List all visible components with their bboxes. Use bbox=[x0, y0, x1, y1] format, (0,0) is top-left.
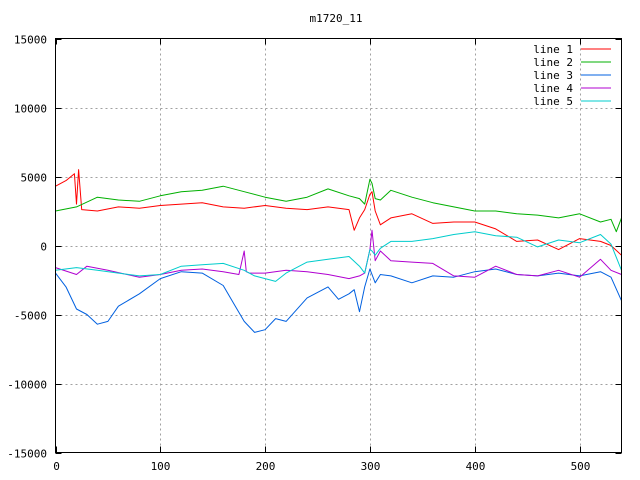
plot-frame bbox=[55, 38, 622, 453]
series-line-5 bbox=[55, 231, 622, 282]
legend-label-4: line 4 bbox=[533, 82, 573, 95]
x-tick-label: 400 bbox=[466, 460, 486, 473]
y-tick-label: 10000 bbox=[14, 103, 47, 116]
y-tick-label: 0 bbox=[40, 241, 47, 254]
ticks bbox=[55, 38, 622, 454]
x-tick-label: 0 bbox=[53, 460, 60, 473]
series-line-4 bbox=[55, 229, 622, 280]
series-layer bbox=[55, 169, 622, 333]
x-tick-label: 500 bbox=[571, 460, 591, 473]
legend-label-5: line 5 bbox=[533, 95, 573, 108]
y-tick-label: -5000 bbox=[14, 310, 47, 323]
y-tick-label: -10000 bbox=[7, 379, 47, 392]
y-tick-label: 15000 bbox=[14, 34, 47, 47]
y-tick-label: 5000 bbox=[21, 172, 48, 185]
legend-label-3: line 3 bbox=[533, 69, 573, 82]
legend-label-1: line 1 bbox=[533, 43, 573, 56]
series-line-1 bbox=[55, 169, 622, 256]
chart-title: m1720_11 bbox=[310, 12, 363, 25]
x-tick-label: 100 bbox=[151, 460, 171, 473]
x-tick-label: 300 bbox=[361, 460, 381, 473]
y-tick-label: -15000 bbox=[7, 448, 47, 461]
tick-labels: 0 100 200 300 400 500 -15000 -10000 -5000 0 5000 10… bbox=[7, 34, 590, 474]
grid bbox=[55, 38, 622, 453]
series-line-3 bbox=[55, 268, 622, 333]
x-tick-label: 200 bbox=[256, 460, 276, 473]
series-line-2 bbox=[55, 178, 622, 233]
legend-label-2: line 2 bbox=[533, 56, 573, 69]
